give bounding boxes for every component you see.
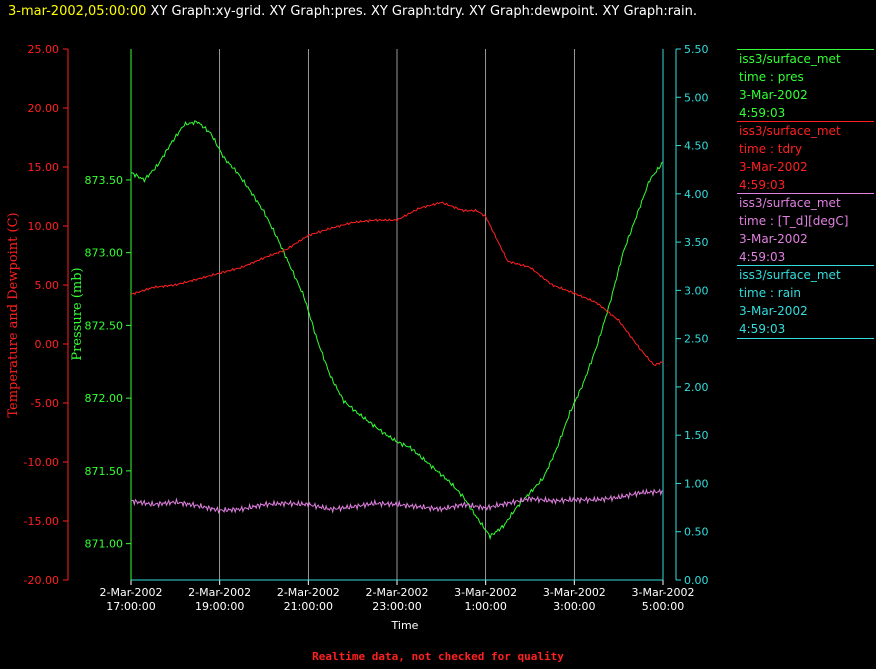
legend-var: time : tdry xyxy=(739,142,803,156)
temperature-tick-label: -5.00 xyxy=(31,397,59,410)
x-tick-label: 2-Mar-2002 xyxy=(277,586,340,599)
legend-var: time : rain xyxy=(739,286,802,300)
window-title: 3-mar-2002,05:00:00 XY Graph:xy-grid. XY… xyxy=(8,4,697,19)
x-tick-label: 3-Mar-2002 xyxy=(543,586,606,599)
x-tick-label: 3-Mar-2002 xyxy=(632,586,695,599)
rain-tick-label: 1.00 xyxy=(684,477,709,490)
rain-tick-label: 0.50 xyxy=(684,526,709,539)
legend-source: iss3/surface_met xyxy=(739,268,841,282)
temperature-tick-label: -10.00 xyxy=(24,456,59,469)
temperature-tick-label: 10.00 xyxy=(28,220,60,233)
temperature-tick-label: 25.00 xyxy=(28,43,60,56)
legend-time: 4:59:03 xyxy=(739,322,786,336)
pressure-tick-label: 873.50 xyxy=(85,174,124,187)
legend-time: 4:59:03 xyxy=(739,250,786,264)
legend-source: iss3/surface_met xyxy=(739,124,841,138)
x-tick-label: 5:00:00 xyxy=(642,600,684,613)
quality-notice: Realtime data, not checked for quality xyxy=(312,650,564,663)
temperature-tick-label: -15.00 xyxy=(24,515,59,528)
legend-time: 4:59:03 xyxy=(739,106,786,120)
temperature-tick-label: 0.00 xyxy=(35,338,60,351)
pressure-tick-label: 873.00 xyxy=(85,247,124,260)
temperature-tick-label: 5.00 xyxy=(35,279,60,292)
x-tick-label: 3:00:00 xyxy=(553,600,595,613)
rain-tick-label: 1.50 xyxy=(684,429,709,442)
title-graph-list: XY Graph:xy-grid. XY Graph:pres. XY Grap… xyxy=(150,4,698,19)
legend-date: 3-Mar-2002 xyxy=(739,232,808,246)
legend-entry-tdry: iss3/surface_met time : tdry 3-Mar-2002 … xyxy=(737,121,874,194)
temperature-tick-label: 20.00 xyxy=(28,102,60,115)
legend-date: 3-Mar-2002 xyxy=(739,160,808,174)
legend-source: iss3/surface_met xyxy=(739,52,841,66)
series-line-tdry xyxy=(130,201,664,366)
x-tick-label: 2-Mar-2002 xyxy=(366,586,429,599)
x-tick-label: 2-Mar-2002 xyxy=(188,586,251,599)
rain-tick-label: 3.50 xyxy=(684,236,709,249)
pressure-axis-label: Pressure (mb) xyxy=(70,267,85,360)
series-line-pres xyxy=(130,120,664,541)
pressure-tick-label: 871.00 xyxy=(85,538,124,551)
legend-var: time : [T_d][degC] xyxy=(739,214,849,228)
x-tick-label: 21:00:00 xyxy=(284,600,333,613)
x-axis-label: Time xyxy=(391,619,419,632)
legend-time: 4:59:03 xyxy=(739,178,786,192)
pressure-tick-label: 872.00 xyxy=(85,392,124,405)
legend-date: 3-Mar-2002 xyxy=(739,304,808,318)
legend-entry-dewpoint: iss3/surface_met time : [T_d][degC] 3-Ma… xyxy=(737,193,874,266)
x-tick-label: 19:00:00 xyxy=(195,600,244,613)
legend-entry-pres: iss3/surface_met time : pres 3-Mar-2002 … xyxy=(737,49,874,122)
x-tick-label: 23:00:00 xyxy=(372,600,421,613)
rain-tick-label: 0.00 xyxy=(684,574,709,587)
x-tick-label: 17:00:00 xyxy=(106,600,155,613)
title-date: 3-mar-2002,05:00:00 xyxy=(8,4,147,19)
legend-entry-rain: iss3/surface_met time : rain 3-Mar-2002 … xyxy=(737,265,874,339)
legend-date: 3-Mar-2002 xyxy=(739,88,808,102)
x-tick-label: 2-Mar-2002 xyxy=(100,586,163,599)
x-tick-label: 3-Mar-2002 xyxy=(454,586,517,599)
temperature-tick-label: -20.00 xyxy=(24,574,59,587)
rain-tick-label: 2.00 xyxy=(684,381,709,394)
temperature-tick-label: 15.00 xyxy=(28,161,60,174)
rain-tick-label: 3.00 xyxy=(684,284,709,297)
rain-tick-label: 5.50 xyxy=(684,43,709,56)
temperature-axis-label: Temperature and Dewpoint (C) xyxy=(6,212,21,417)
rain-tick-label: 4.50 xyxy=(684,140,709,153)
legend-var: time : pres xyxy=(739,70,804,84)
pressure-tick-label: 872.50 xyxy=(85,319,124,332)
rain-tick-label: 4.00 xyxy=(684,188,709,201)
legend-source: iss3/surface_met xyxy=(739,196,841,210)
rain-tick-label: 5.00 xyxy=(684,91,709,104)
x-tick-label: 1:00:00 xyxy=(464,600,506,613)
pressure-tick-label: 871.50 xyxy=(85,465,124,478)
rain-tick-label: 2.50 xyxy=(684,333,709,346)
series-line-dewpoint xyxy=(130,488,664,515)
